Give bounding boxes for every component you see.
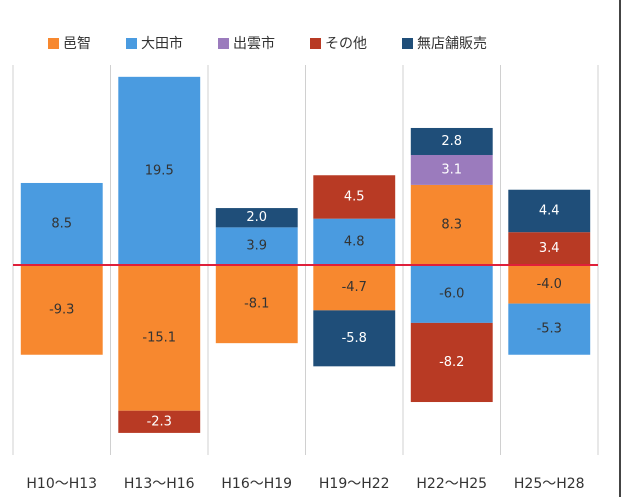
data-label: 8.3 xyxy=(441,217,462,232)
bar-segment xyxy=(313,175,396,219)
data-label: 19.5 xyxy=(145,163,174,178)
bar-segment xyxy=(508,189,591,233)
bar-segment xyxy=(313,310,396,367)
legend: 邑智 大田市 出雲市 その他 無店舗販売 xyxy=(48,35,487,52)
data-label: 8.5 xyxy=(51,216,72,231)
bar-segment xyxy=(508,232,591,265)
bar-segment xyxy=(215,227,298,265)
data-label: -4.7 xyxy=(342,280,367,295)
data-label: -8.2 xyxy=(439,355,464,370)
legend-label: 無店舗販売 xyxy=(417,36,487,52)
bar-segment xyxy=(118,265,201,411)
data-label: 3.1 xyxy=(441,162,462,177)
data-label: 2.8 xyxy=(441,134,462,149)
data-label: 4.5 xyxy=(344,189,365,204)
data-label: -4.0 xyxy=(537,277,562,292)
data-label: -15.1 xyxy=(142,330,176,345)
x-tick-label: H10～H13 xyxy=(26,476,97,492)
bar-segment xyxy=(20,265,103,355)
bar-segment xyxy=(508,265,591,304)
bar-segment xyxy=(410,184,493,265)
legend-label: 出雲市 xyxy=(233,35,275,52)
data-label: -5.3 xyxy=(537,322,562,337)
bar-segment xyxy=(410,127,493,155)
bar-segment xyxy=(20,182,103,265)
legend-swatch xyxy=(402,38,413,49)
legend-label: その他 xyxy=(325,36,367,52)
bar-segment xyxy=(410,154,493,185)
bar-segment xyxy=(313,265,396,311)
data-label: -2.3 xyxy=(147,414,172,429)
data-label: -5.8 xyxy=(342,331,367,346)
data-label: -9.3 xyxy=(49,302,74,317)
data-label: 2.0 xyxy=(246,210,267,225)
data-label: 3.4 xyxy=(539,241,560,256)
bar-segment xyxy=(508,303,591,355)
bar-segment xyxy=(118,410,201,433)
legend-label: 大田市 xyxy=(141,35,183,52)
x-tick-label: H19～H22 xyxy=(319,476,390,492)
legend-swatch xyxy=(126,38,137,49)
data-label: -6.0 xyxy=(439,286,464,301)
bar-segment xyxy=(313,218,396,265)
data-label: 3.9 xyxy=(246,239,267,254)
bar-segment xyxy=(215,208,298,228)
data-label: -8.1 xyxy=(244,297,269,312)
x-tick-label: H16～H19 xyxy=(221,476,292,492)
x-tick-label: H25～H28 xyxy=(514,476,585,492)
data-label: 4.4 xyxy=(539,203,560,218)
x-tick-label: H22～H25 xyxy=(416,476,487,492)
legend-swatch xyxy=(218,38,229,49)
bar-segment xyxy=(215,265,298,344)
legend-swatch xyxy=(48,38,59,49)
bar-segment xyxy=(410,265,493,323)
legend-swatch xyxy=(310,38,321,49)
bar-segment xyxy=(410,322,493,403)
data-label: 4.8 xyxy=(344,234,365,249)
bar-segment xyxy=(118,76,201,265)
x-tick-label: H13～H16 xyxy=(124,476,195,492)
legend-label: 邑智 xyxy=(63,36,91,52)
